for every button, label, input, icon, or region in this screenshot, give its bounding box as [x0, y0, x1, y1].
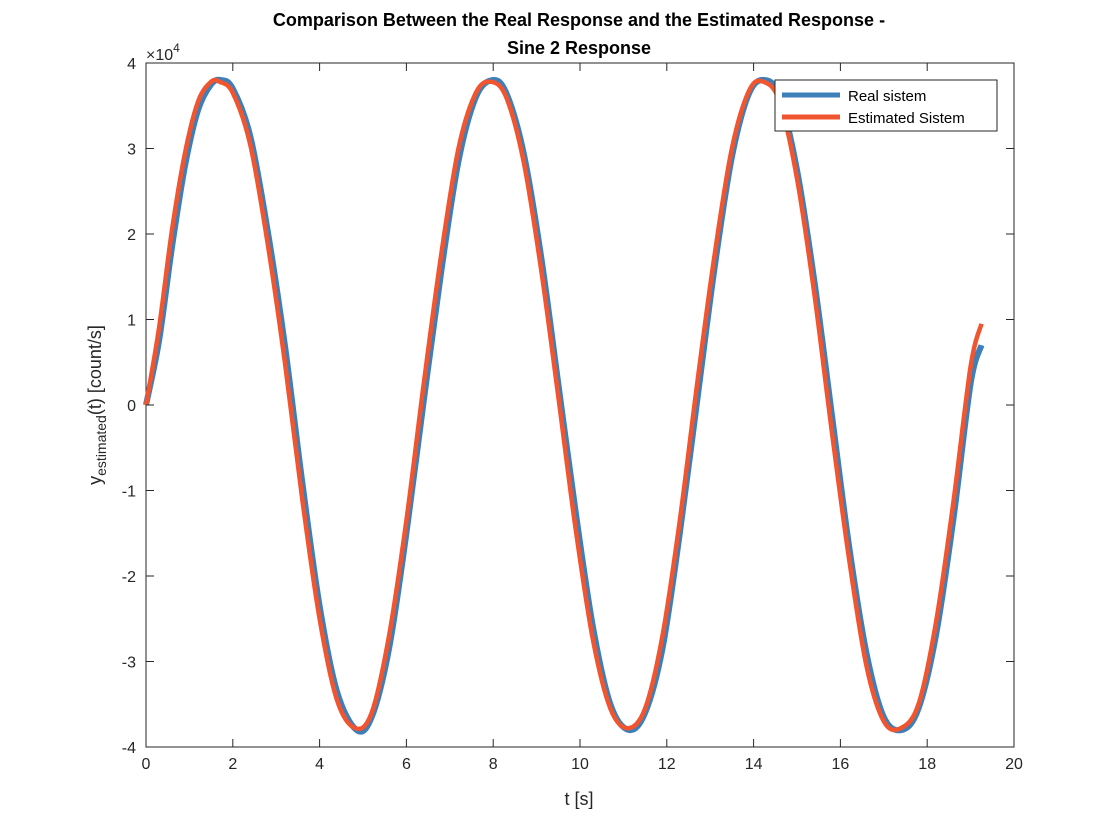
x-tick-label: 6 [402, 756, 411, 773]
x-tick-label: 0 [142, 756, 151, 773]
y-tick-label: 1 [127, 313, 136, 330]
y-tick-label: 2 [127, 227, 136, 244]
y-tick-label: 0 [127, 398, 136, 415]
y-axis-label: yestimated(t) [count/s] [85, 325, 109, 485]
x-tick-label: 20 [1005, 756, 1023, 773]
x-tick-label: 4 [315, 756, 324, 773]
y-tick-label: -3 [122, 655, 136, 672]
y-tick-label: -2 [122, 569, 136, 586]
legend-label-estimated-sistem: Estimated Sistem [848, 110, 965, 127]
x-tick-label: 14 [745, 756, 763, 773]
y-tick-label: -1 [122, 484, 136, 501]
y-axis-label-rest: (t) [count/s] [85, 325, 105, 415]
x-tick-label: 10 [571, 756, 589, 773]
y-tick-label: -4 [122, 740, 136, 757]
y-multiplier-base: ×10 [146, 47, 173, 64]
x-tick-label: 16 [832, 756, 850, 773]
legend-label-real-sistem: Real sistem [848, 88, 926, 105]
series-line-estimated-sistem [143, 77, 984, 733]
chart-title-line2: Sine 2 Response [507, 38, 651, 58]
y-axis-label-main: y [85, 476, 105, 485]
x-tick-label: 8 [489, 756, 498, 773]
chart-title-line1: Comparison Between the Real Response and… [273, 10, 885, 30]
x-tick-label: 2 [228, 756, 237, 773]
y-axis-label-subscript: estimated [93, 415, 109, 476]
y-multiplier: ×104 [146, 41, 180, 64]
y-tick-label: 4 [127, 56, 136, 73]
y-multiplier-exponent: 4 [173, 41, 180, 55]
y-tick-label: 3 [127, 142, 136, 159]
series-layer [143, 76, 985, 735]
x-tick-label: 12 [658, 756, 676, 773]
x-axis-ticks: 0 2 4 6 8 10 12 14 16 18 20 [142, 63, 1023, 773]
y-axis-ticks: -4 -3 -2 -1 0 1 2 3 4 [122, 56, 1014, 757]
legend-box [774, 79, 998, 132]
x-tick-label: 18 [918, 756, 936, 773]
x-axis-label: t [s] [564, 789, 593, 809]
legend: Real sistem Estimated Sistem [774, 79, 998, 132]
